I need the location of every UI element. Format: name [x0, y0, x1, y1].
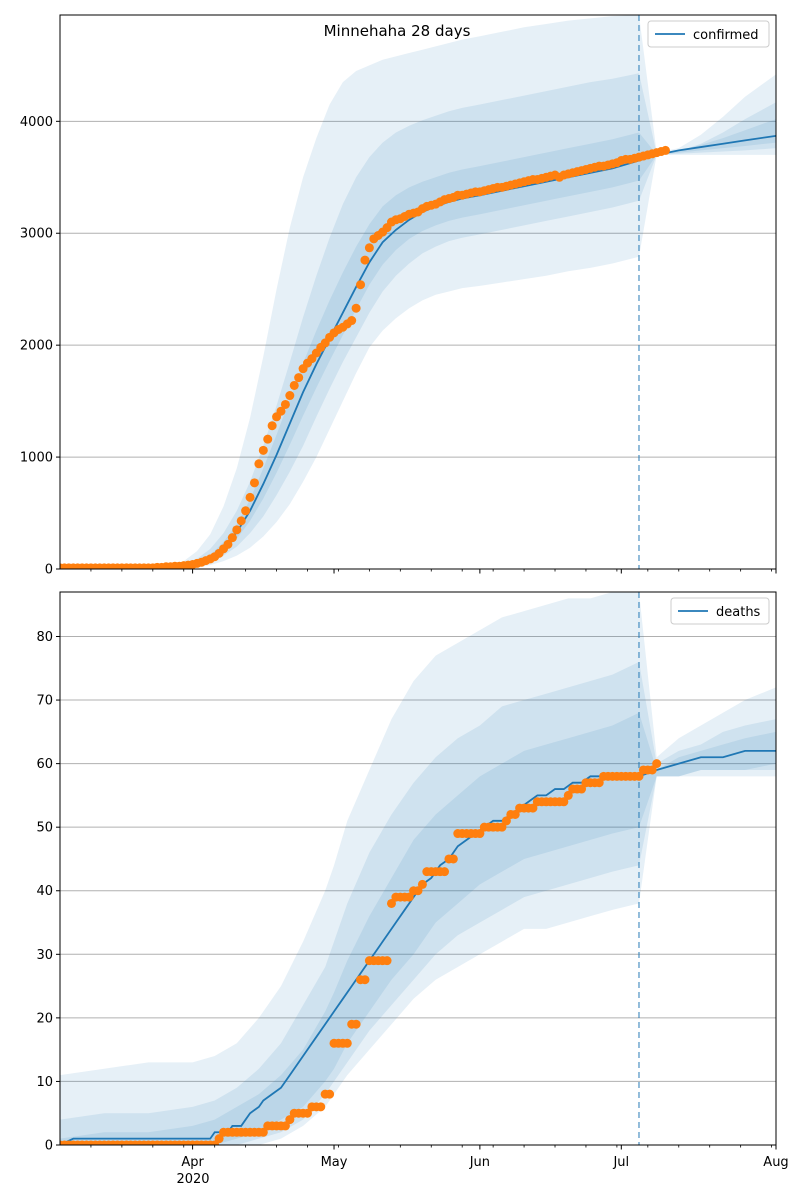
observed-point: [223, 539, 233, 549]
y-tick-label: 10: [36, 1075, 53, 1090]
observed-point: [364, 243, 374, 253]
legend: deaths: [670, 597, 770, 625]
plot-area: 0 10 20 30 40 50 60 70 80 Apr May Jun Jul Aug: [36, 591, 789, 1170]
observed-point: [413, 886, 423, 896]
observed-point: [356, 280, 366, 290]
y-tick-label: 3000: [20, 227, 53, 242]
chart-title: Minnehaha 28 days: [324, 22, 471, 40]
observed-point: [267, 421, 277, 431]
observed-point: [276, 406, 286, 416]
observed-point: [417, 879, 427, 889]
observed-point: [285, 391, 295, 401]
observed-point: [563, 790, 573, 800]
confidence-band: [60, 592, 776, 1145]
y-tick-label: 30: [36, 948, 53, 963]
legend-label: confirmed: [693, 28, 759, 43]
observed-point: [254, 459, 264, 469]
observed-point: [577, 784, 587, 794]
observed-point: [661, 145, 671, 155]
observed-point: [227, 533, 237, 543]
y-tick-label: 0: [45, 563, 53, 578]
observed-point: [351, 303, 361, 313]
observed-point: [360, 255, 370, 265]
observed-point: [559, 797, 569, 807]
confirmed-panel: 0 1000 2000 3000 4000 Minnehaha 28 days conf…: [20, 14, 777, 578]
y-tick-label: 2000: [20, 339, 53, 354]
legend-box: [670, 597, 770, 625]
legend-label: deaths: [716, 605, 761, 620]
y-tick-label: 20: [36, 1011, 53, 1026]
axes-frame: [59, 14, 777, 570]
observed-point: [647, 765, 657, 775]
observed-point: [236, 516, 246, 526]
y-tick-label: 1000: [20, 451, 53, 466]
observed-point: [214, 1134, 224, 1144]
x-year-label: 2020: [176, 1172, 209, 1187]
observed-point: [501, 816, 511, 826]
plot-area: 0 1000 2000 3000 4000: [20, 14, 777, 578]
observed-point: [404, 892, 414, 902]
y-tick-label: 40: [36, 884, 53, 899]
observed-point: [249, 478, 259, 488]
observed-point: [342, 1038, 352, 1048]
observed-point: [382, 956, 392, 966]
observed-point: [258, 445, 268, 455]
observed-point: [263, 434, 273, 444]
observed-point: [351, 1019, 361, 1029]
x-tick-label: Apr: [181, 1155, 204, 1170]
y-tick-label: 50: [36, 821, 53, 836]
observed-point: [325, 1089, 335, 1099]
observed-point: [475, 829, 485, 839]
observed-point: [634, 771, 644, 781]
observed-point: [289, 380, 299, 390]
observed-point: [303, 1108, 313, 1118]
observed-point: [594, 778, 604, 788]
y-tick-label: 0: [45, 1139, 53, 1154]
x-tick-label: Jul: [612, 1155, 629, 1170]
y-tick-label: 80: [36, 630, 53, 645]
legend-box: [647, 20, 770, 48]
observed-point: [294, 373, 304, 383]
observed-point: [241, 506, 251, 516]
observed-point: [386, 898, 396, 908]
y-tick-label: 4000: [20, 115, 53, 130]
observed-point: [245, 492, 255, 502]
observed-point: [360, 975, 370, 985]
y-tick-label: 60: [36, 757, 53, 772]
observed-point: [528, 803, 538, 813]
observed-point: [347, 316, 357, 326]
data-layer: [60, 592, 776, 1145]
observed-point: [440, 867, 450, 877]
y-tick-label: 70: [36, 694, 53, 709]
observed-point: [258, 1127, 268, 1137]
confidence-band: [60, 15, 776, 569]
axes-frame: [59, 591, 777, 1146]
legend: confirmed: [647, 20, 770, 48]
observed-point: [497, 822, 507, 832]
observed-point: [232, 525, 242, 535]
confidence-band: [60, 712, 776, 1145]
observed-point: [280, 399, 290, 409]
x-tick-label: Jun: [469, 1155, 490, 1170]
observed-point: [448, 854, 458, 864]
observed-point: [280, 1121, 290, 1131]
observed-point: [652, 759, 662, 769]
data-layer: [60, 15, 776, 569]
observed-point: [316, 1102, 326, 1112]
x-tick-label: Aug: [763, 1155, 788, 1170]
observed-point: [285, 1115, 295, 1125]
confidence-band: [60, 73, 776, 569]
observed-point: [510, 809, 520, 819]
x-tick-label: May: [321, 1155, 348, 1170]
